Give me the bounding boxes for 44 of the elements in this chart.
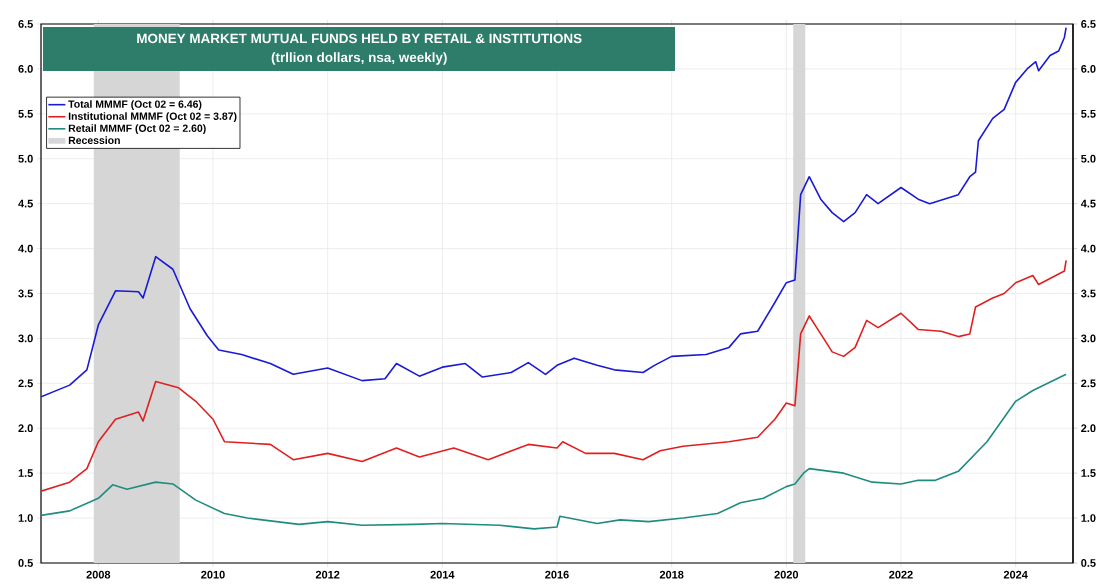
y2-tick-label: 3.5 bbox=[1081, 289, 1096, 298]
line-series bbox=[41, 259, 1067, 492]
x-tick-label: 2024 bbox=[1003, 570, 1028, 579]
y-tick-label: 1.0 bbox=[18, 514, 33, 522]
y-tick-label: 0.5 bbox=[18, 559, 33, 567]
x-tick-label: 2022 bbox=[889, 570, 913, 579]
y2-tick-label: 2.0 bbox=[1081, 424, 1096, 433]
x-tick-label: 2010 bbox=[201, 570, 225, 579]
y2-tick-label: 1.5 bbox=[1081, 469, 1096, 477]
y-tick-label: 3.0 bbox=[18, 334, 33, 343]
x-tick-label: 2018 bbox=[659, 570, 684, 579]
y-tick-label: 5.5 bbox=[18, 110, 33, 118]
y-tick-label: 4.0 bbox=[18, 244, 33, 253]
y2-tick-label: 2.5 bbox=[1081, 379, 1096, 388]
line-series bbox=[41, 373, 1067, 530]
y2-tick-label: 4.0 bbox=[1080, 244, 1096, 253]
y2-tick-label: 1.0 bbox=[1081, 514, 1096, 522]
y-tick-label: 6.5 bbox=[18, 20, 33, 28]
y2-tick-label: 6.0 bbox=[1081, 65, 1096, 73]
y2-tick-label: 4.5 bbox=[1080, 199, 1096, 208]
x-tick-label: 2008 bbox=[86, 570, 111, 579]
x-tick-label: 2016 bbox=[545, 570, 569, 579]
y2-tick-label: 5.0 bbox=[1081, 154, 1096, 163]
y2-tick-label: 3.0 bbox=[1081, 334, 1096, 343]
text: MONEY MARKET MUTUAL FUNDS HELD BY RETAIL & INSTITUTIONS bbox=[137, 33, 582, 44]
legend-label: Retail MMMF (Oct 02 = 2.60) bbox=[68, 124, 206, 135]
band-label: Recession bbox=[68, 136, 120, 145]
y-tick-label: 5.0 bbox=[18, 154, 33, 163]
y2-tick-label: 6.5 bbox=[1081, 20, 1096, 28]
y-tick-label: 6.0 bbox=[18, 65, 33, 73]
x-tick-label: 2012 bbox=[315, 570, 340, 579]
y2-tick-label: 0.5 bbox=[1081, 559, 1096, 567]
y2-tick-label: 5.5 bbox=[1081, 110, 1096, 118]
x-tick-label: 2020 bbox=[774, 570, 799, 579]
y-tick-label: 4.5 bbox=[18, 199, 33, 208]
y-tick-label: 1.5 bbox=[18, 469, 33, 477]
text: (trllion dollars, nsa, weekly) bbox=[271, 52, 447, 65]
x-tick-label: 2014 bbox=[430, 570, 455, 579]
legend-label: Total MMMF (Oct 02 = 6.46) bbox=[68, 100, 202, 110]
y-tick-label: 3.5 bbox=[18, 289, 33, 298]
y-tick-label: 2.5 bbox=[18, 379, 33, 388]
legend-label: Institutional MMMF (Oct 02 = 3.87) bbox=[68, 112, 237, 122]
y-tick-label: 2.0 bbox=[18, 424, 33, 433]
line-series bbox=[41, 26, 1067, 398]
